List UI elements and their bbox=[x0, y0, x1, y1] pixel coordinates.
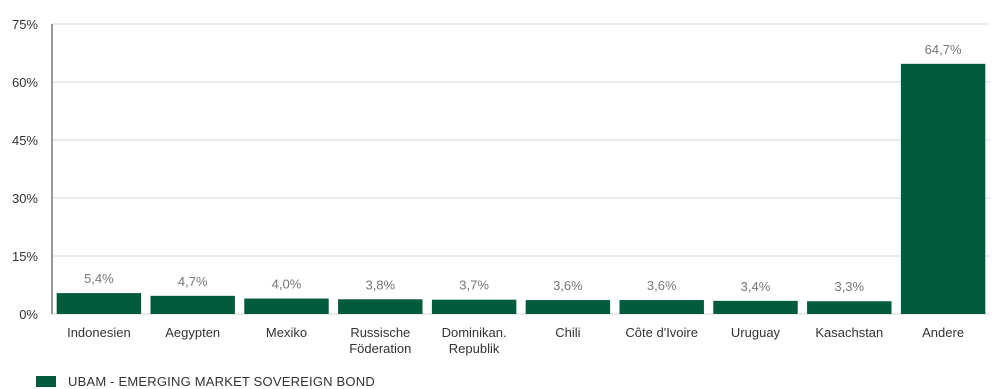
data-label: 4,7% bbox=[178, 274, 208, 289]
data-label: 3,6% bbox=[553, 278, 583, 293]
x-tick-label: Uruguay bbox=[731, 325, 781, 340]
y-tick-label: 15% bbox=[12, 249, 38, 264]
x-tick-label: Kasachstan bbox=[815, 325, 883, 340]
legend-swatch bbox=[36, 375, 56, 387]
data-label: 64,7% bbox=[925, 42, 962, 57]
bars bbox=[56, 63, 986, 315]
x-tick-label: Andere bbox=[922, 325, 964, 340]
data-label: 5,4% bbox=[84, 271, 114, 286]
data-label: 3,3% bbox=[834, 279, 864, 294]
x-axis-labels: Indonesien Aegypten Mexiko Russische Föderat… bbox=[67, 325, 964, 356]
bar bbox=[431, 299, 517, 314]
x-tick-label: Dominikan. Republik bbox=[442, 325, 507, 356]
x-tick-label: Côte d'Ivoire bbox=[625, 325, 698, 340]
y-axis-ticks: 0% 15% 30% 45% 60% 75% bbox=[12, 17, 38, 322]
bar bbox=[525, 300, 611, 314]
data-label: 4,0% bbox=[272, 277, 302, 292]
x-tick-label: Mexiko bbox=[266, 325, 307, 340]
y-tick-label: 0% bbox=[19, 307, 38, 322]
x-tick-label: Chili bbox=[555, 325, 580, 340]
bar bbox=[244, 298, 329, 314]
bar bbox=[900, 63, 986, 315]
y-tick-label: 75% bbox=[12, 17, 38, 32]
y-tick-label: 30% bbox=[12, 191, 38, 206]
legend-label: UBAM - EMERGING MARKET SOVEREIGN BOND bbox=[68, 373, 375, 389]
x-tick-label: Aegypten bbox=[165, 325, 220, 340]
bar bbox=[56, 293, 142, 314]
value-labels: 5,4% 4,7% 4,0% 3,8% 3,7% 3,6% 3,6% 3,4% 3,3% 64,7… bbox=[84, 42, 962, 294]
bar bbox=[619, 300, 704, 314]
data-label: 3,4% bbox=[741, 279, 771, 294]
x-tick-label: Indonesien bbox=[67, 325, 131, 340]
x-tick-label: Russische Föderation bbox=[349, 325, 411, 356]
gridlines bbox=[52, 23, 990, 315]
y-tick-label: 60% bbox=[12, 75, 38, 90]
y-tick-label: 45% bbox=[12, 133, 38, 148]
data-label: 3,8% bbox=[365, 277, 395, 292]
bar bbox=[338, 299, 423, 314]
bar bbox=[150, 295, 235, 314]
legend: UBAM - EMERGING MARKET SOVEREIGN BOND bbox=[36, 373, 375, 389]
bar bbox=[807, 301, 892, 314]
data-label: 3,7% bbox=[459, 278, 489, 293]
bar bbox=[713, 300, 798, 314]
data-label: 3,6% bbox=[647, 278, 677, 293]
